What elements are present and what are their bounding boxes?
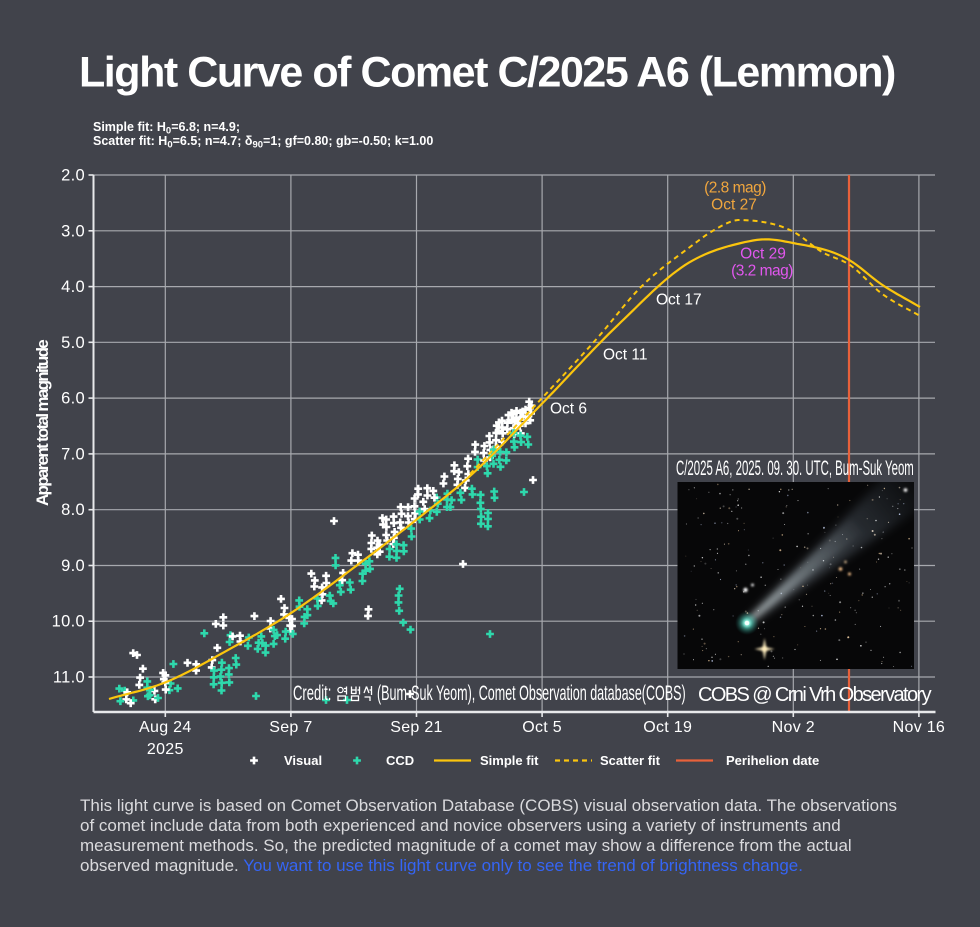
svg-text:Visual: Visual [284,753,322,768]
svg-text:Oct 29: Oct 29 [740,246,786,263]
svg-text:Oct 11: Oct 11 [603,347,648,364]
svg-text:Light Curve of Comet C/2025 A6: Light Curve of Comet C/2025 A6 (Lemmon) [79,49,895,97]
svg-text:8.0: 8.0 [61,501,85,519]
svg-text:Perihelion date: Perihelion date [726,753,819,768]
svg-text:CCD: CCD [386,753,414,768]
svg-text:(Bum-Suk Yeom), Comet Observat: (Bum-Suk Yeom), Comet Observation databa… [377,681,686,705]
svg-text:Credit:: Credit: [293,681,331,705]
svg-text:Oct 27: Oct 27 [711,197,757,214]
svg-text:(3.2 mag): (3.2 mag) [731,263,793,280]
svg-text:Nov 16: Nov 16 [893,719,946,736]
svg-text:(2.8 mag): (2.8 mag) [704,180,766,197]
svg-text:Sep 21: Sep 21 [390,719,443,736]
svg-text:C/2025 A6, 2025. 09. 30. UTC,: C/2025 A6, 2025. 09. 30. UTC, Bum-Suk Ye… [676,456,914,480]
svg-text:5.0: 5.0 [61,334,85,352]
svg-text:2025: 2025 [147,741,184,758]
svg-text:11.0: 11.0 [53,669,85,687]
svg-text:Sep 7: Sep 7 [269,719,312,736]
svg-text:4.0: 4.0 [61,278,85,296]
svg-text:Oct 17: Oct 17 [656,292,702,309]
svg-text:6.0: 6.0 [61,390,85,408]
svg-text:7.0: 7.0 [61,445,85,463]
svg-text:Oct 5: Oct 5 [522,719,562,736]
svg-text:Scatter fit: H0=6.5; n=4.7; δ9: Scatter fit: H0=6.5; n=4.7; δ90=1; gf=0.… [93,134,433,151]
svg-text:COBS @ Crni Vrh Observatory: COBS @ Crni Vrh Observatory [698,684,932,706]
svg-text:Apparent total magnitude: Apparent total magnitude [33,340,52,506]
svg-text:Scatter fit: Scatter fit [600,753,661,768]
svg-text:Aug 24: Aug 24 [139,719,192,736]
svg-text:Simple fit: H0=6.8; n=4.9;: Simple fit: H0=6.8; n=4.9; [93,120,240,137]
svg-text:2.0: 2.0 [61,167,85,185]
svg-text:Nov 2: Nov 2 [772,719,815,736]
svg-text:Oct 6: Oct 6 [550,401,587,418]
svg-text:Oct 19: Oct 19 [643,719,692,736]
svg-text:9.0: 9.0 [61,557,85,575]
svg-text:Simple fit: Simple fit [480,753,539,768]
svg-text:3.0: 3.0 [61,222,85,240]
svg-text:10.0: 10.0 [52,613,85,631]
